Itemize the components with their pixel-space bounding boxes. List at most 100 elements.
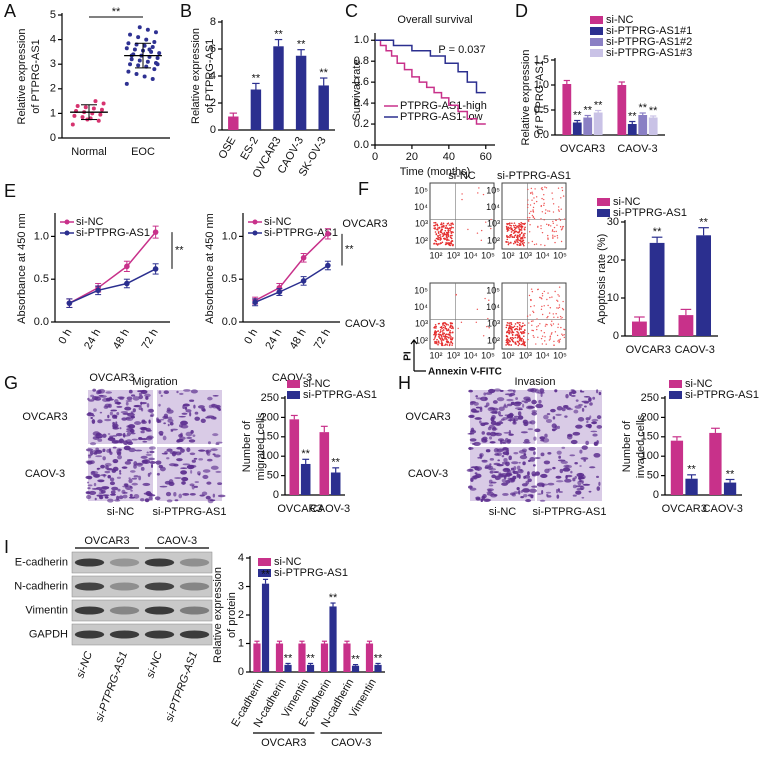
data-point [124,280,130,287]
cell [167,423,170,427]
cell [111,486,119,491]
x-tick-label: CAOV-3 [617,143,657,155]
cell [533,243,536,246]
cell [535,403,544,409]
cell [146,403,150,408]
cell [134,449,143,452]
cell [532,334,534,337]
cell [475,397,483,400]
cell [116,448,121,452]
cell [95,447,100,451]
y-tick-label: 1.0 [354,34,369,46]
cell [518,230,521,233]
cell [180,467,188,470]
cell [190,469,193,474]
cell [546,223,548,226]
cell [569,454,576,457]
cell [452,223,454,226]
cell [521,222,524,225]
cell [518,327,521,329]
cell [547,482,555,486]
cell [480,239,483,242]
cell [126,396,133,401]
cell [140,427,148,431]
cell [449,244,452,247]
cell [166,499,173,503]
y-axis-label: of PTPRG-AS1 [534,60,546,135]
cell [547,210,549,212]
cell [570,394,576,397]
cell [446,339,448,341]
cell [160,394,163,397]
cell [579,479,583,483]
y-axis-label: Relative expression [190,28,202,124]
flow-y-tick: 10⁴ [486,202,500,212]
cell [438,322,440,325]
cell [140,498,145,502]
cell [562,309,565,311]
band [144,558,175,567]
x-tick-label: 0 [372,151,378,163]
cell [506,471,512,476]
cell [170,430,174,432]
y-tick-label: 0 [613,330,619,342]
cell [115,432,123,437]
cell [534,457,541,459]
cell [570,439,578,445]
y-tick-label: 3 [50,58,56,70]
data-point [150,76,155,81]
cell [444,344,446,347]
cell [530,210,532,213]
cell [530,288,533,290]
cell [493,471,500,474]
cell [523,475,527,479]
panel-letter: C [345,1,358,21]
cell [494,475,501,481]
cell [215,442,220,446]
cell [520,241,522,243]
legend-label: si-NC [303,378,331,390]
cell [532,310,534,313]
cell [532,215,535,218]
cell [535,471,540,476]
cell [579,389,583,393]
column-label: si-PTPRG-AS1 [497,170,571,182]
cell [511,331,514,333]
cell [529,216,531,219]
bar [648,117,658,135]
cell [496,448,504,452]
panel-title: Invasion [515,376,556,388]
p-value: P = 0.037 [438,44,485,56]
cell [540,218,542,220]
cell [438,234,441,236]
cell [553,344,555,346]
cell [541,489,544,495]
cell [434,326,436,328]
flow-y-tick: 10² [487,335,500,345]
cell [185,431,193,437]
cell [194,411,199,415]
data-point [252,299,258,306]
cell [440,226,443,228]
cell [213,454,221,458]
cell [436,224,439,227]
cell [508,332,510,335]
flow-y-tick: 10² [487,235,500,245]
cell [562,195,565,197]
cell [510,231,513,233]
cell [509,224,511,227]
cell [571,390,577,395]
significance: ** [297,39,306,51]
cell [559,338,561,340]
cell [104,495,109,499]
data-point [80,115,85,120]
cell [512,470,519,475]
cell [488,484,494,487]
cell [142,440,148,443]
cell [555,413,562,416]
cell [552,236,554,238]
cell [593,441,598,446]
cell [128,477,131,480]
cell [122,494,128,499]
cell [437,235,439,238]
